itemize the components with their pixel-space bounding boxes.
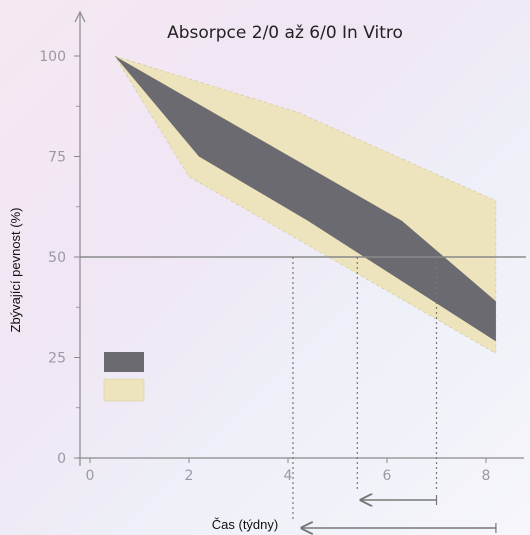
y-tick-label: 25 (48, 351, 66, 367)
legend-swatch-inner (104, 352, 144, 372)
x-tick-label: 6 (383, 468, 392, 484)
y-tick-label: 50 (48, 250, 66, 266)
legend-swatch-outer (103, 378, 145, 402)
y-axis-title: Zbývající pevnost (%) (8, 208, 23, 333)
x-tick-label: 0 (86, 468, 95, 484)
y-tick-label: 100 (39, 49, 66, 65)
plot-area: 0 25 50 75 100 0 2 4 6 8 (39, 10, 526, 533)
chart-title: Absorpce 2/0 až 6/0 In Vitro (167, 23, 403, 43)
x-tick-label: 8 (482, 468, 491, 484)
x-tick-label: 4 (284, 468, 293, 484)
inner-range-band (114, 56, 496, 342)
x-axis-title: Čas (týdny) (212, 517, 278, 532)
y-tick-label: 75 (48, 150, 66, 166)
y-tick-label: 0 (57, 451, 66, 467)
x-tick-label: 2 (185, 468, 194, 484)
y-axis-arrowhead (74, 10, 86, 23)
